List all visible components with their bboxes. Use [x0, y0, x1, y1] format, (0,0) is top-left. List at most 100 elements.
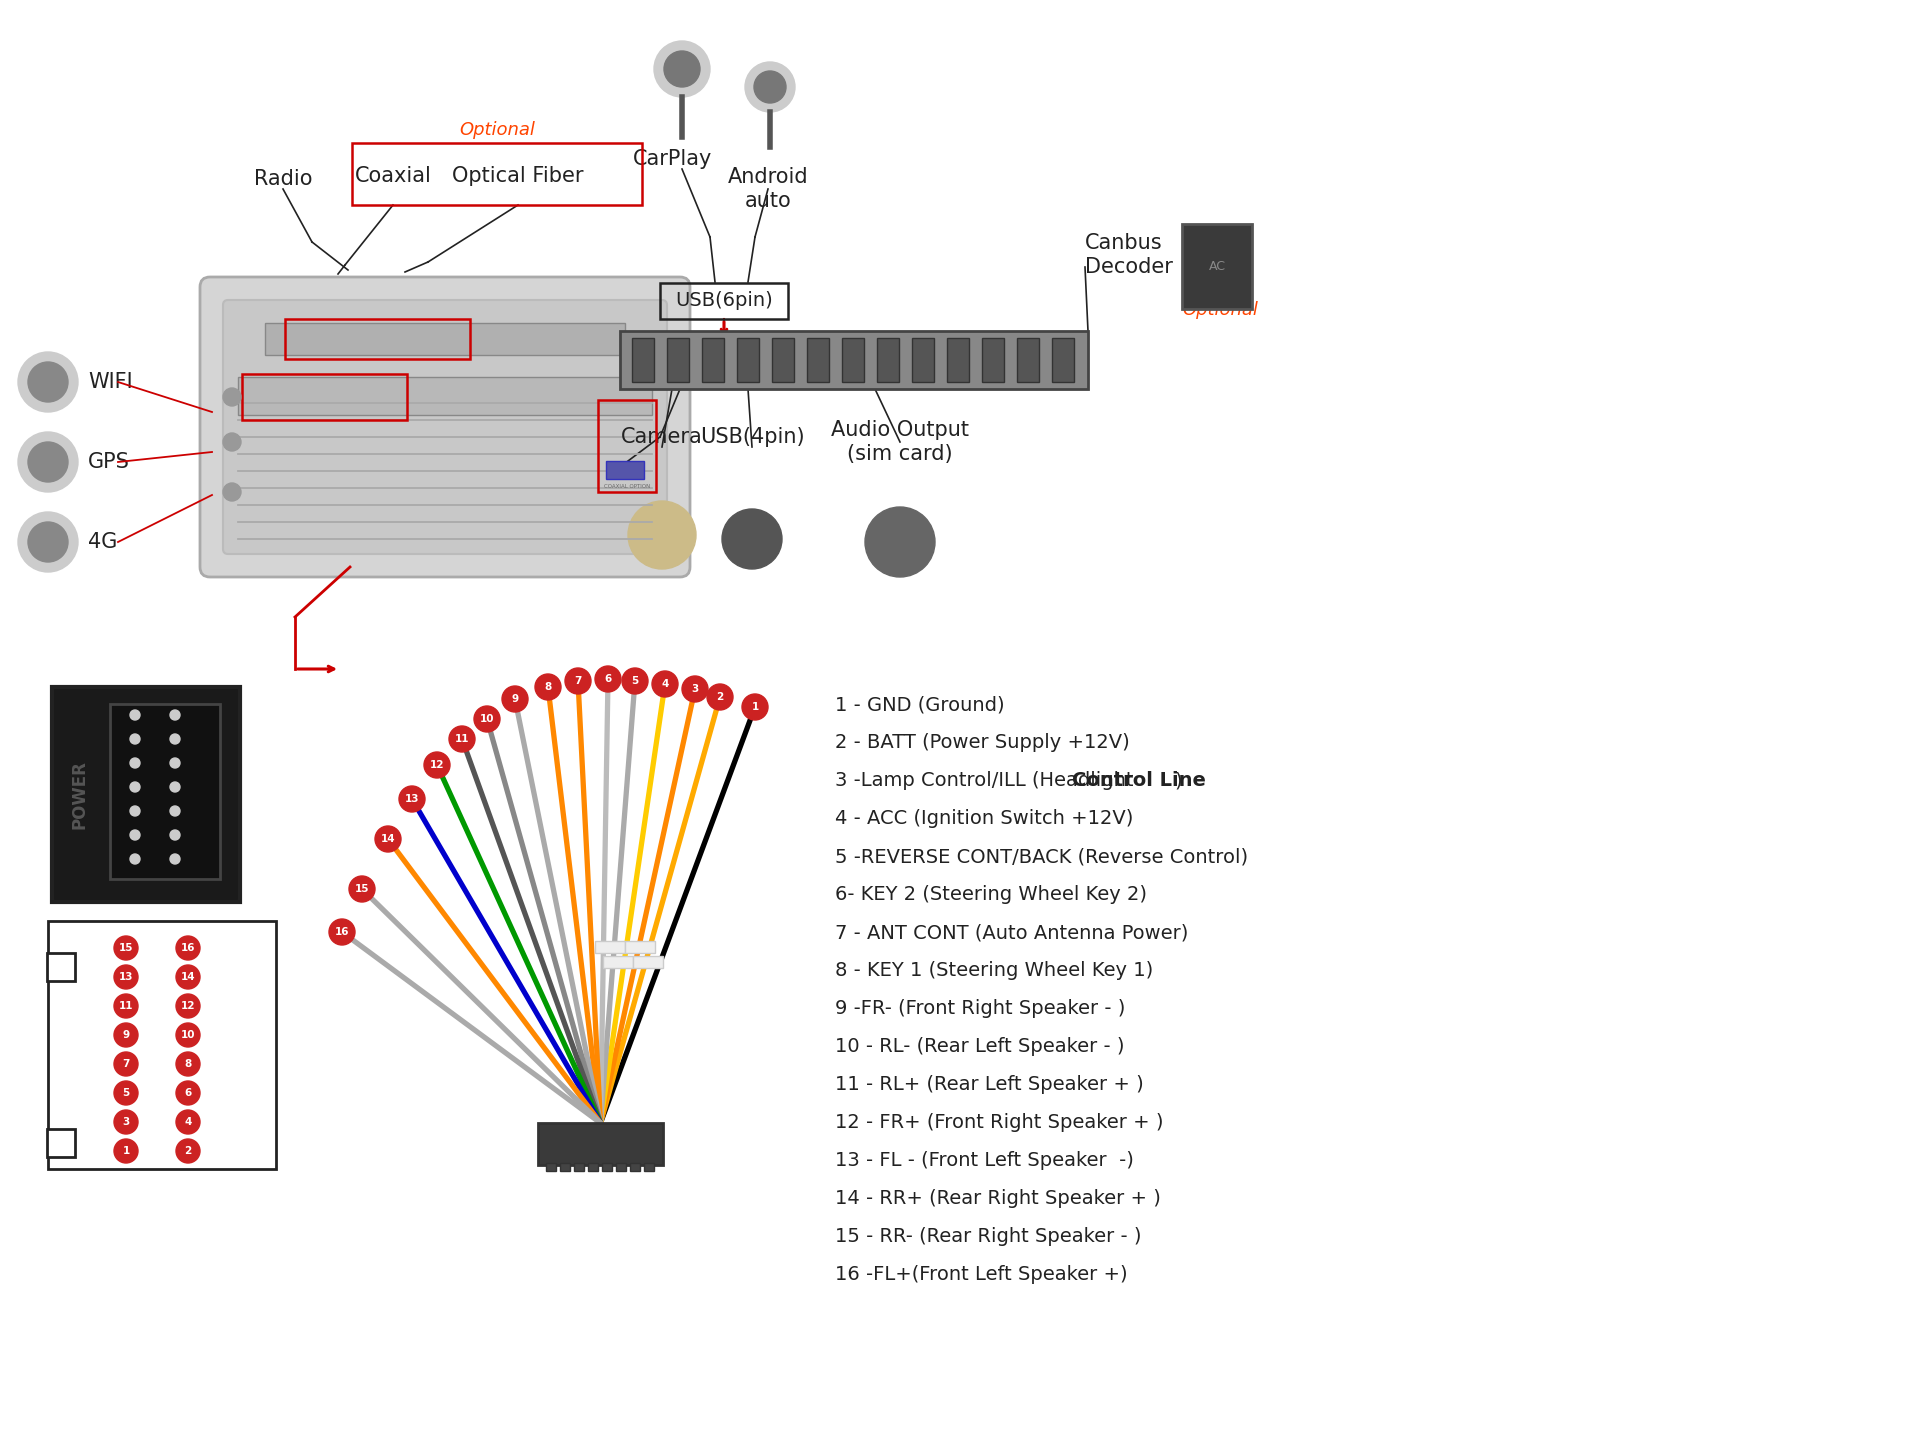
- Circle shape: [113, 966, 138, 989]
- Bar: [947, 338, 970, 382]
- Text: Camera: Camera: [622, 427, 703, 447]
- Text: 12 - FR+ (Front Right Speaker + ): 12 - FR+ (Front Right Speaker + ): [835, 1114, 1164, 1132]
- Text: 16: 16: [334, 927, 349, 937]
- Bar: [538, 1122, 662, 1165]
- Circle shape: [131, 854, 140, 864]
- Circle shape: [741, 694, 768, 720]
- Text: 13: 13: [119, 971, 132, 981]
- Circle shape: [424, 752, 449, 777]
- Circle shape: [177, 966, 200, 989]
- Text: 14: 14: [180, 971, 196, 981]
- Bar: [46, 1129, 75, 1157]
- FancyBboxPatch shape: [223, 300, 666, 555]
- Circle shape: [131, 782, 140, 792]
- Circle shape: [622, 668, 649, 694]
- Text: 6- KEY 2 (Steering Wheel Key 2): 6- KEY 2 (Steering Wheel Key 2): [835, 885, 1146, 904]
- Circle shape: [755, 70, 785, 103]
- Text: 13 - FL - (Front Left Speaker  -): 13 - FL - (Front Left Speaker -): [835, 1151, 1135, 1171]
- Bar: [630, 1163, 639, 1171]
- Bar: [616, 1163, 626, 1171]
- Text: 4 - ACC (Ignition Switch +12V): 4 - ACC (Ignition Switch +12V): [835, 809, 1133, 829]
- Circle shape: [474, 706, 499, 731]
- Bar: [912, 338, 933, 382]
- Text: 3 -Lamp Control/ILL (Headlight: 3 -Lamp Control/ILL (Headlight: [835, 772, 1140, 790]
- Bar: [242, 374, 407, 420]
- Text: 11 - RL+ (Rear Left Speaker + ): 11 - RL+ (Rear Left Speaker + ): [835, 1075, 1144, 1095]
- Circle shape: [113, 1052, 138, 1076]
- Circle shape: [177, 935, 200, 960]
- Bar: [666, 338, 689, 382]
- Bar: [737, 338, 758, 382]
- Circle shape: [177, 1109, 200, 1134]
- Text: Optional: Optional: [1183, 300, 1258, 319]
- Text: 2: 2: [184, 1145, 192, 1155]
- Circle shape: [536, 674, 561, 700]
- Text: Canbus
Decoder: Canbus Decoder: [1085, 233, 1173, 276]
- Circle shape: [349, 877, 374, 902]
- Bar: [877, 338, 899, 382]
- Text: 9: 9: [123, 1030, 129, 1040]
- Circle shape: [177, 1081, 200, 1105]
- Circle shape: [17, 433, 79, 491]
- Text: USB(6pin): USB(6pin): [676, 292, 774, 310]
- Text: 3: 3: [123, 1117, 131, 1127]
- Circle shape: [171, 806, 180, 816]
- Circle shape: [131, 757, 140, 767]
- Bar: [351, 144, 641, 205]
- Text: AC: AC: [1208, 260, 1225, 273]
- Circle shape: [171, 710, 180, 720]
- Text: 15: 15: [119, 943, 132, 953]
- Bar: [981, 338, 1004, 382]
- Circle shape: [328, 920, 355, 946]
- Circle shape: [564, 668, 591, 694]
- Text: 10: 10: [180, 1030, 196, 1040]
- Circle shape: [595, 665, 620, 693]
- Bar: [238, 376, 653, 415]
- Circle shape: [664, 50, 701, 88]
- Circle shape: [113, 1081, 138, 1105]
- Text: COAXIAL OPTION: COAXIAL OPTION: [605, 484, 651, 489]
- Text: 14: 14: [380, 833, 396, 844]
- Circle shape: [374, 826, 401, 852]
- Bar: [603, 1163, 612, 1171]
- Text: Control Line: Control Line: [1071, 772, 1206, 790]
- Text: 2 - BATT (Power Supply +12V): 2 - BATT (Power Supply +12V): [835, 733, 1129, 753]
- Circle shape: [628, 502, 695, 569]
- Circle shape: [171, 782, 180, 792]
- Circle shape: [131, 710, 140, 720]
- Text: POWER: POWER: [71, 760, 88, 829]
- Circle shape: [113, 935, 138, 960]
- Text: 8: 8: [545, 683, 551, 693]
- Circle shape: [29, 443, 67, 481]
- Text: 5: 5: [123, 1088, 131, 1098]
- Circle shape: [177, 994, 200, 1017]
- Circle shape: [113, 994, 138, 1017]
- Text: 8 - KEY 1 (Steering Wheel Key 1): 8 - KEY 1 (Steering Wheel Key 1): [835, 961, 1154, 980]
- Circle shape: [177, 1052, 200, 1076]
- Bar: [626, 941, 655, 953]
- Bar: [660, 283, 787, 319]
- Circle shape: [223, 483, 242, 502]
- Circle shape: [29, 362, 67, 402]
- Circle shape: [866, 507, 935, 578]
- Circle shape: [113, 1140, 138, 1163]
- Text: GPS: GPS: [88, 453, 131, 471]
- Bar: [1018, 338, 1039, 382]
- Text: 7: 7: [123, 1059, 131, 1069]
- Text: 7: 7: [574, 675, 582, 685]
- Circle shape: [223, 388, 242, 407]
- Text: 16: 16: [180, 943, 196, 953]
- Text: 5: 5: [632, 675, 639, 685]
- Text: 16 -FL+(Front Left Speaker +): 16 -FL+(Front Left Speaker +): [835, 1266, 1127, 1285]
- Text: 12: 12: [180, 1002, 196, 1012]
- Bar: [643, 1163, 655, 1171]
- Bar: [595, 941, 626, 953]
- Text: 5 -REVERSE CONT/BACK (Reverse Control): 5 -REVERSE CONT/BACK (Reverse Control): [835, 848, 1248, 867]
- Text: 15: 15: [355, 884, 369, 894]
- Text: 12: 12: [430, 760, 444, 770]
- Circle shape: [29, 522, 67, 562]
- Circle shape: [722, 509, 781, 569]
- Bar: [603, 956, 634, 969]
- Bar: [772, 338, 795, 382]
- Circle shape: [707, 684, 733, 710]
